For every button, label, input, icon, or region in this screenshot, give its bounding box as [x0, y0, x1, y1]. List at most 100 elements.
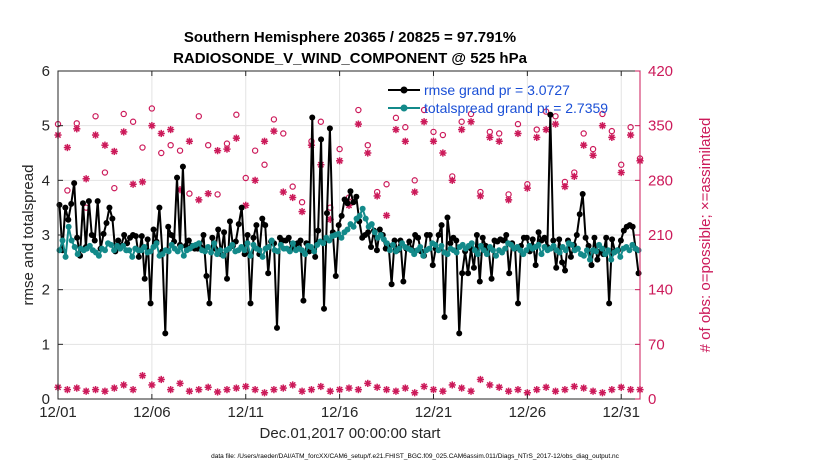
obs-count-marker [260, 389, 269, 397]
obs-assimilated-marker [373, 192, 381, 200]
spread-point [386, 247, 393, 254]
rmse-point [456, 330, 463, 337]
spread-point [62, 253, 69, 260]
y-tick-label-right: 140 [648, 282, 673, 299]
rmse-point [353, 193, 360, 200]
obs-assimilated-marker [608, 133, 616, 141]
obs-possible-marker [402, 124, 409, 131]
obs-possible-marker [430, 128, 437, 136]
obs-possible-marker [214, 191, 221, 198]
rmse-point [476, 278, 483, 285]
rmse-point [168, 232, 175, 238]
obs-possible-marker [589, 145, 597, 153]
rmse-point [465, 270, 472, 277]
spread-point [95, 252, 102, 259]
y-tick-label-right: 210 [648, 227, 673, 244]
obs-count-marker [195, 386, 203, 394]
rmse-point [224, 275, 231, 282]
obs-possible-marker [608, 127, 616, 135]
spread-point [71, 244, 78, 251]
x-axis: 12/01 12/06 12/11 12/16 12/21 12/26 12/31 [39, 71, 640, 421]
spread-point [220, 252, 227, 259]
obs-assimilated-marker [213, 147, 222, 155]
spread-point [535, 241, 542, 248]
rmse-point [603, 234, 610, 241]
obs-assimilated-marker [298, 207, 306, 216]
spread-point [195, 240, 202, 247]
legend-rmse-marker [400, 86, 408, 94]
rmse-point [488, 275, 495, 282]
obs-possible-marker [298, 198, 306, 206]
obs-count-marker [204, 383, 212, 391]
obs-count-marker [589, 387, 597, 395]
obs-possible-marker [533, 126, 540, 133]
spread-point [359, 205, 366, 212]
spread-point [180, 252, 187, 259]
obs-possible-marker [552, 113, 559, 120]
spread-point [586, 256, 593, 263]
spread-point [426, 245, 433, 252]
obs-assimilated-marker [401, 137, 409, 145]
obs-possible-marker [495, 130, 503, 137]
spread-point [338, 234, 345, 241]
spread-point [417, 244, 424, 251]
rmse-point [388, 281, 395, 288]
obs-count-marker [251, 386, 259, 394]
obs-count-marker [392, 387, 400, 395]
obs-count-marker [232, 384, 240, 392]
obs-assimilated-marker [279, 188, 287, 196]
rmse-point [94, 198, 101, 205]
y-tick-label-right: 420 [648, 63, 673, 80]
rmse-point [247, 300, 254, 307]
rmse-point [321, 305, 328, 312]
y-tick-label-right: 0 [648, 391, 656, 408]
spread-point [605, 247, 612, 254]
rmse-point [535, 229, 542, 236]
spread-point [420, 252, 427, 259]
rmse-point [68, 200, 75, 207]
spread-point [362, 215, 369, 222]
spread-point [59, 237, 66, 244]
spread-point [444, 251, 451, 258]
obs-assimilated-marker [420, 118, 428, 126]
rmse-point [406, 238, 413, 245]
spread-point [538, 251, 545, 258]
spread-point [371, 229, 378, 236]
obs-possible-marker [167, 141, 174, 149]
obs-count-marker [176, 379, 184, 387]
obs-possible-marker [467, 110, 475, 118]
spread-point [389, 241, 396, 248]
spread-point [432, 241, 439, 248]
rmse-point [617, 237, 624, 244]
spread-point [289, 240, 296, 247]
obs-assimilated-marker [551, 120, 560, 128]
rmse-point [559, 259, 566, 266]
spread-point [202, 248, 209, 255]
obs-possible-marker [251, 147, 259, 154]
rmse-point [576, 211, 583, 218]
obs-assimilated-marker [561, 182, 569, 191]
obs-count-marker [467, 387, 475, 395]
rmse-point [579, 191, 586, 197]
obs-count-marker [91, 386, 100, 394]
spread-point [396, 245, 403, 252]
rmse-point [79, 200, 86, 207]
rmse-point [250, 234, 257, 241]
rmse-point [235, 221, 242, 228]
rmse-point [332, 273, 339, 279]
legend: rmse grand pr = 3.0727 totalspread grand… [388, 82, 608, 116]
rmse-point [573, 232, 580, 238]
obs-count-marker [420, 382, 428, 391]
spread-point [56, 247, 63, 254]
obs-assimilated-marker [467, 118, 475, 126]
obs-assimilated-marker [251, 176, 259, 184]
obs-count-marker [101, 387, 109, 395]
obs-assimilated-marker [364, 149, 372, 157]
obs-count-marker [551, 387, 560, 395]
rmse-point [473, 232, 480, 238]
y-tick-label-right: 280 [648, 172, 673, 189]
obs-count-marker [354, 386, 362, 394]
obs-count-marker [429, 386, 438, 394]
obs-possible-marker [158, 149, 165, 157]
rmse-point [200, 232, 207, 238]
